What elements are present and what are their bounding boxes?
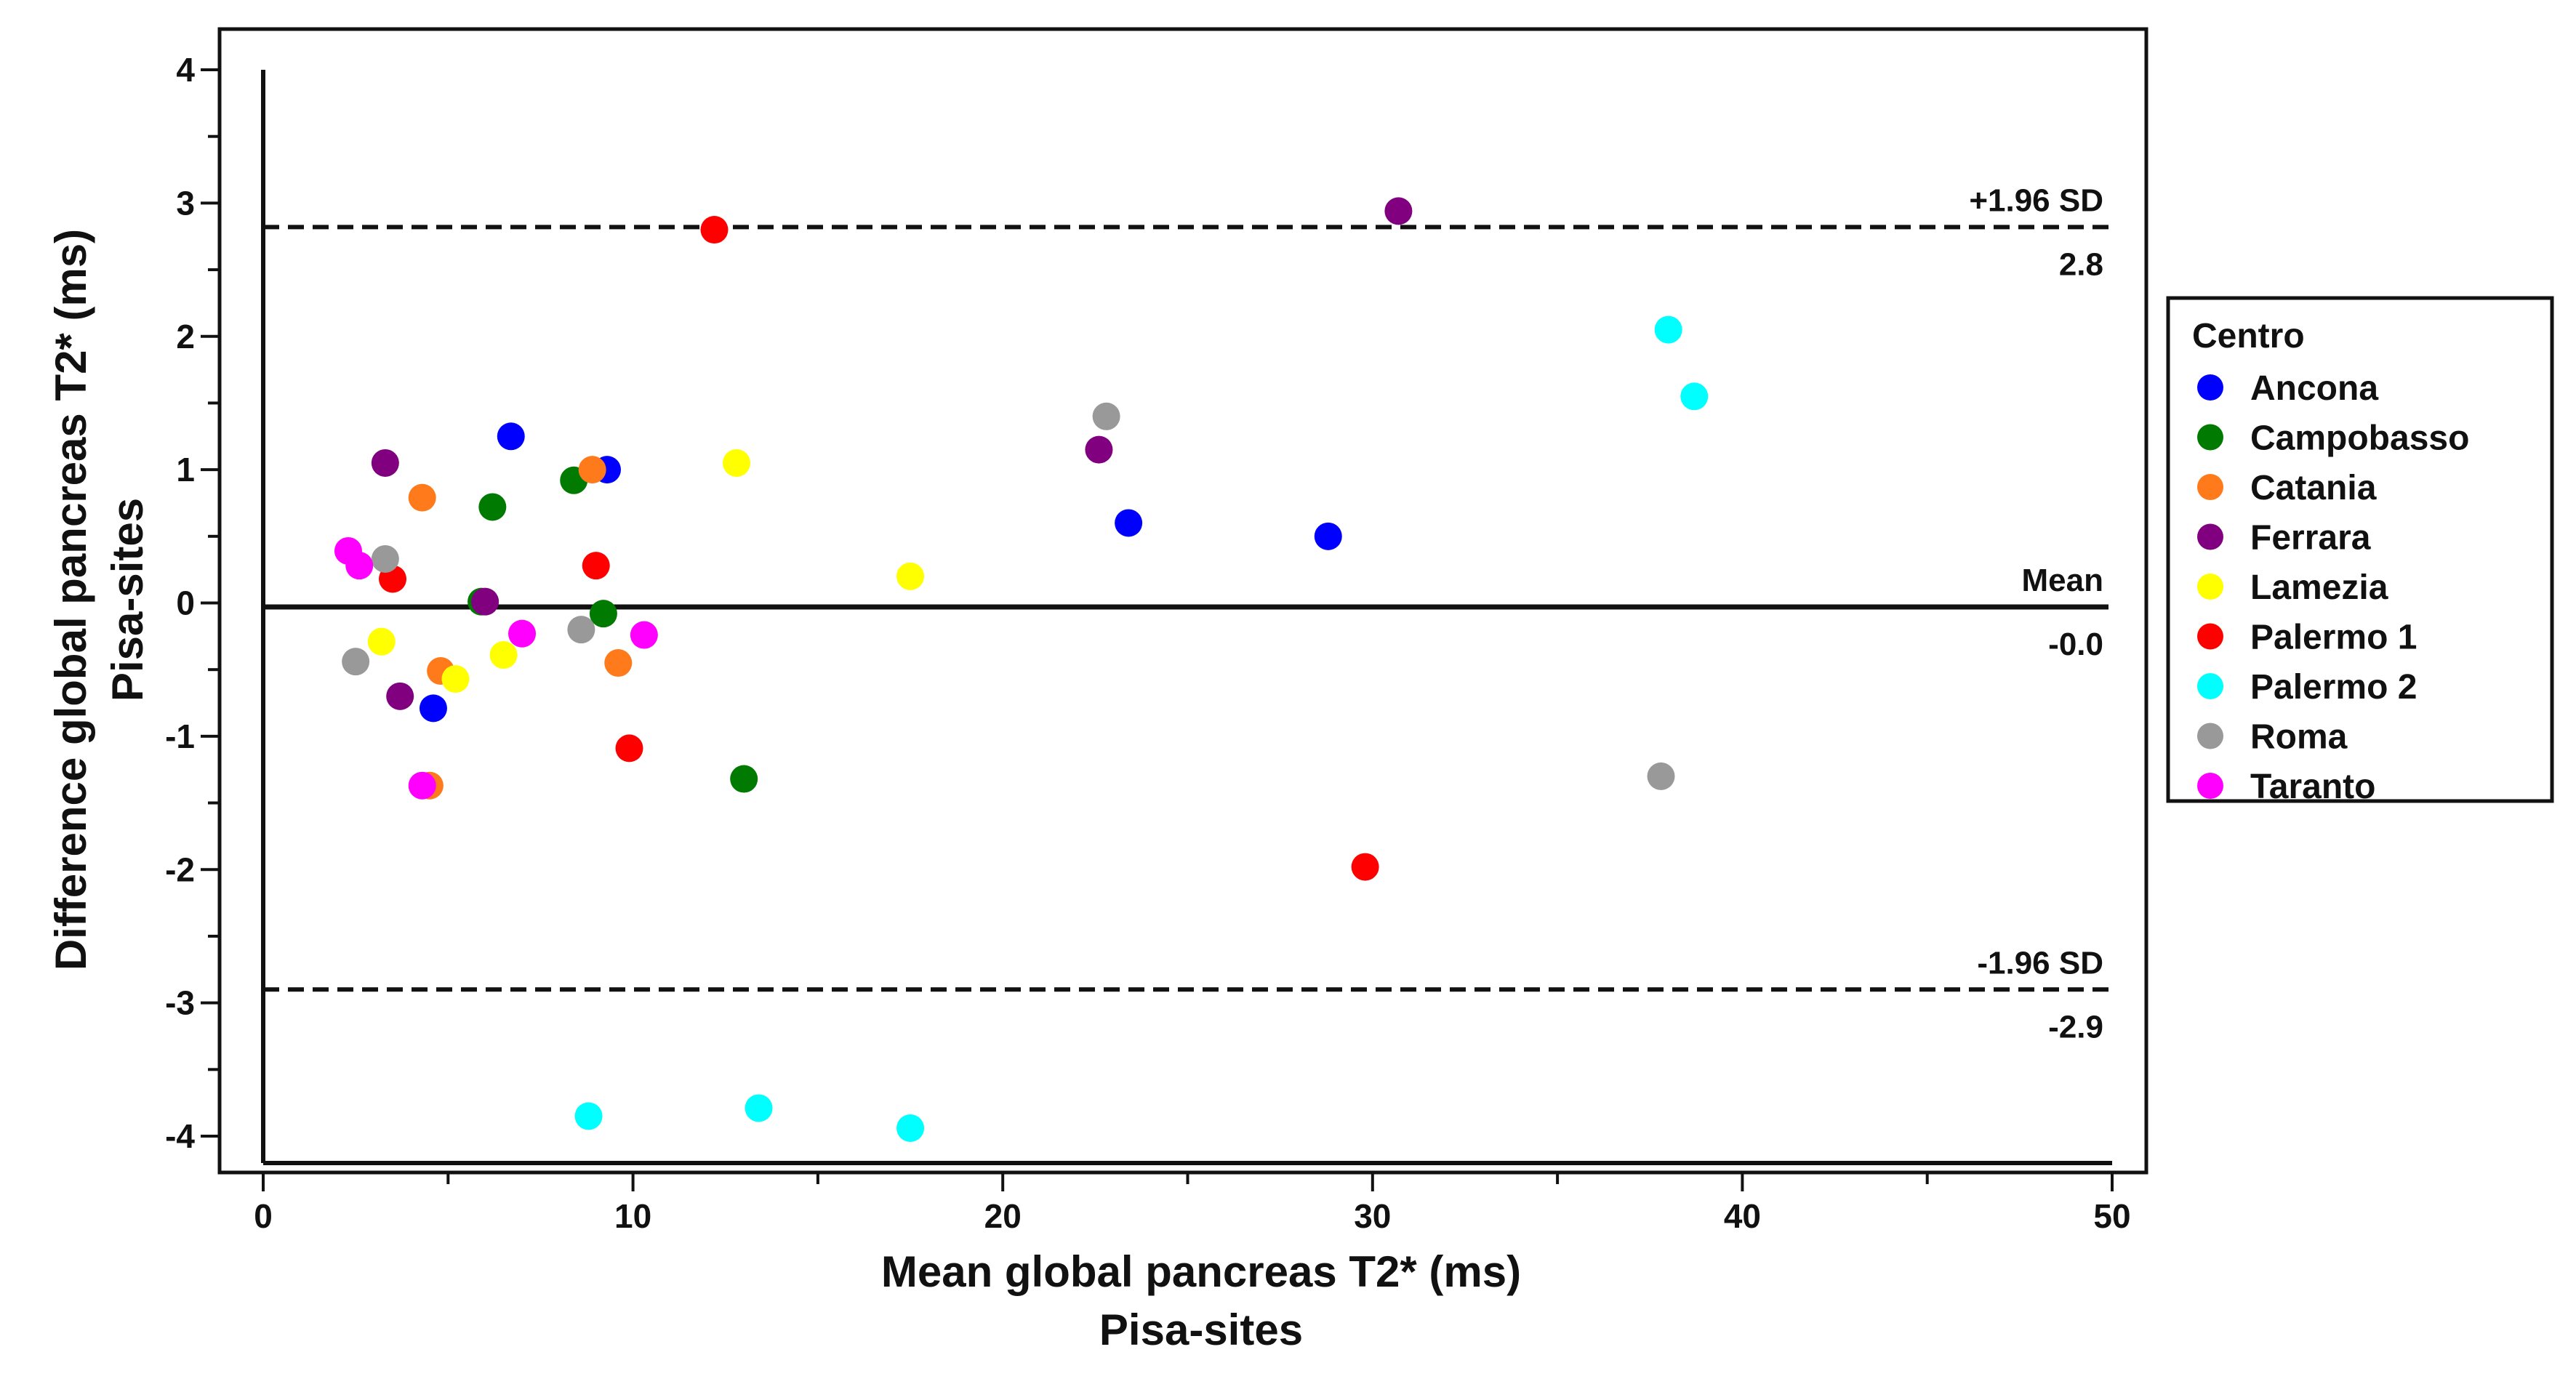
point-lamezia	[441, 665, 470, 693]
point-taranto	[630, 621, 658, 649]
point-ancona	[1115, 509, 1143, 537]
point-lamezia	[489, 641, 518, 669]
legend-marker-palermo-2	[2197, 673, 2223, 699]
point-palermo-2	[1654, 315, 1682, 344]
legend-label-campobasso: Campobasso	[2250, 419, 2469, 458]
y-tick-label: -4	[165, 1117, 195, 1155]
point-ferrara	[386, 682, 414, 710]
point-lamezia	[723, 448, 751, 477]
y-tick-label: 0	[176, 584, 195, 622]
upper-loa-label: +1.96 SD	[1969, 182, 2103, 218]
y-tick-label: 4	[176, 51, 195, 89]
mean-value: -0.0	[2048, 627, 2103, 662]
legend-marker-catania	[2197, 474, 2223, 500]
y-axis-ticks: -4 -3 -2 -1 0 1 2 3 4	[165, 51, 220, 1155]
plot-area-frame	[217, 27, 2148, 1175]
y-tick-label: -1	[165, 717, 195, 755]
mean-label: Mean	[2022, 563, 2103, 598]
point-taranto	[508, 619, 537, 648]
y-axis-subtitle: Pisa-sites	[103, 498, 152, 701]
point-palermo-1	[700, 216, 729, 244]
point-palermo-1	[615, 734, 643, 763]
lower-loa-value: -2.9	[2048, 1009, 2103, 1045]
point-palermo-2	[574, 1102, 603, 1130]
upper-loa-value: 2.8	[2059, 246, 2103, 282]
point-taranto	[408, 771, 436, 800]
point-ancona	[1314, 522, 1342, 550]
lower-loa-label: -1.96 SD	[1977, 945, 2103, 981]
point-ferrara	[471, 587, 499, 616]
point-lamezia	[896, 562, 925, 590]
legend-marker-palermo-1	[2197, 623, 2223, 650]
point-taranto	[345, 552, 374, 580]
point-catania	[408, 483, 436, 512]
point-campobasso	[478, 493, 507, 521]
y-tick-label: -2	[165, 850, 195, 888]
x-axis-subtitle: Pisa-sites	[1099, 1306, 1303, 1354]
legend-label-palermo-2: Palermo 2	[2250, 668, 2417, 707]
y-tick-label: -3	[165, 984, 195, 1022]
legend-label-ancona: Ancona	[2250, 369, 2378, 408]
point-palermo-1	[1351, 853, 1379, 881]
x-axis-ticks: 0 10 20 30 40 50	[254, 1172, 2131, 1235]
point-ancona	[419, 694, 447, 723]
legend: Centro Ancona Campobasso Catania Ferrara Lam…	[2166, 296, 2554, 806]
legend-label-catania: Catania	[2250, 469, 2377, 507]
y-axis-title: Difference global pancreas T2* (ms)	[47, 229, 95, 970]
point-roma	[1092, 402, 1120, 430]
legend-marker-ferrara	[2197, 523, 2223, 550]
legend-marker-taranto	[2197, 773, 2223, 799]
point-ancona	[497, 422, 525, 451]
point-palermo-2	[896, 1114, 925, 1142]
point-lamezia	[367, 627, 396, 656]
legend-title: Centro	[2192, 317, 2305, 355]
y-tick-label: 1	[176, 451, 195, 488]
legend-label-roma: Roma	[2250, 718, 2348, 757]
legend-box	[2166, 296, 2554, 803]
point-ferrara	[1384, 197, 1413, 225]
x-tick-label: 0	[254, 1197, 273, 1235]
point-catania	[604, 649, 633, 677]
x-tick-label: 40	[1724, 1197, 1761, 1235]
legend-label-ferrara: Ferrara	[2250, 519, 2371, 558]
legend-items: Ancona Campobasso Catania Ferrara Lamezia Pal…	[2197, 369, 2469, 806]
point-campobasso	[589, 600, 617, 628]
legend-label-palermo-1: Palermo 1	[2250, 619, 2417, 657]
point-campobasso	[730, 765, 758, 793]
x-tick-label: 50	[2093, 1197, 2130, 1235]
point-roma	[342, 648, 370, 676]
point-roma	[1647, 762, 1675, 790]
x-tick-label: 20	[984, 1197, 1022, 1235]
point-palermo-1	[582, 552, 610, 580]
legend-label-lamezia: Lamezia	[2250, 568, 2388, 607]
point-ferrara	[1085, 435, 1113, 464]
data-points	[334, 197, 1709, 1142]
legend-label-taranto: Taranto	[2250, 768, 2375, 806]
point-palermo-2	[1680, 382, 1709, 411]
point-roma	[567, 616, 595, 644]
y-tick-label: 2	[176, 318, 195, 355]
reference-lines: +1.96 SD 2.8 Mean -0.0 -1.96 SD -2.9	[263, 182, 2108, 1045]
y-tick-label: 3	[176, 184, 195, 222]
point-ferrara	[371, 448, 399, 477]
legend-marker-campobasso	[2197, 424, 2223, 451]
point-palermo-2	[745, 1094, 773, 1122]
point-roma	[371, 544, 399, 573]
x-axis-title: Mean global pancreas T2* (ms)	[881, 1247, 1521, 1296]
x-tick-label: 30	[1354, 1197, 1391, 1235]
legend-marker-ancona	[2197, 374, 2223, 401]
x-tick-label: 10	[614, 1197, 651, 1235]
legend-marker-roma	[2197, 723, 2223, 749]
legend-marker-lamezia	[2197, 574, 2223, 600]
point-catania	[578, 456, 606, 484]
